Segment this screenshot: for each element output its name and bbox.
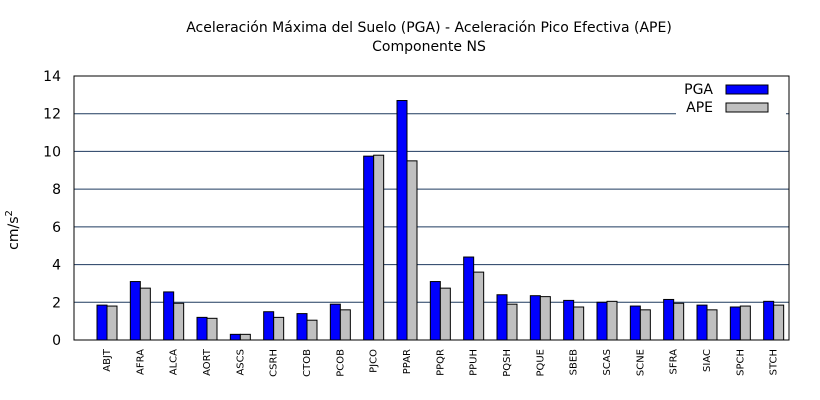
grid-lines [74,113,789,303]
x-tick-label: SCNE [635,349,646,376]
y-tick-labels: 0 2 4 6 8 10 12 14 [43,69,61,349]
x-tick-label: SIAC [702,349,713,372]
bar-ape-sbeb [573,306,585,341]
bar-pga-ppqr [429,281,441,341]
bar-pga-alca [163,291,175,341]
bar-ape-sfra [673,302,685,341]
bar-ape-siac [706,309,718,341]
y-axis-label-unit: cm/s [6,217,22,250]
y-tick-label: 6 [52,220,61,236]
bar-pga-csrh [263,311,275,341]
bar-pga-ppar [396,100,408,341]
bar-ape-afra [139,287,151,341]
chart-title: Aceleración Máxima del Suelo (PGA) - Ace… [186,20,672,36]
bar-pga-ctob [296,313,308,341]
y-tick-label: 4 [52,258,61,274]
bar-ape-abjt [106,305,118,341]
bar-pga-sbeb [563,299,575,341]
x-tick-label: SPCH [735,349,746,376]
bar-ape-ppqr [439,287,451,341]
bar-pga-abjt [96,304,108,341]
chart-subtitle: Componente NS [372,39,486,55]
bar-ape-pqsh [506,303,518,341]
y-tick-label: 14 [43,69,61,85]
x-tick-label: ALCA [169,349,180,375]
bar-ape-spch [739,305,751,341]
x-tick-label: AORT [202,348,213,376]
bar-ape-csrh [273,316,285,341]
x-tick-label: ABJT [102,348,113,372]
bar-ape-ppar [406,160,418,341]
x-tick-label: SBEB [569,349,580,376]
bar-pga-ascs [229,333,241,341]
bar-ape-pjco [373,154,385,341]
y-tick-label: 0 [52,333,61,349]
x-tick-label: SCAS [602,349,613,376]
x-tick-label: PPQR [435,349,446,376]
x-tick-label: CSRH [269,349,280,377]
bar-pga-siac [696,304,708,341]
bar-pga-ppuh [463,256,475,341]
bar-pga-sfra [663,298,675,341]
bar-ape-scne [639,309,651,341]
bar-pga-pque [529,295,541,341]
y-tick-label: 10 [43,144,61,160]
bar-ape-ascs [239,333,251,341]
plot-frame [73,75,790,341]
bar-pga-spch [729,306,741,341]
bar-pga-aort [196,316,208,341]
x-tick-label: PJCO [369,349,380,373]
legend-swatch-pga [725,84,769,95]
bar-ape-ppuh [473,271,485,341]
bar-pga-stch [763,300,775,341]
legend-label-pga: PGA [684,82,713,98]
x-tick-label: PQSH [502,349,513,377]
bar-ape-pque [539,296,551,341]
bar-pga-pcob [329,303,341,341]
y-tick-label: 2 [52,295,61,311]
x-tick-label: PQUE [535,349,546,377]
bar-ape-stch [773,304,785,341]
x-tick-label: PPUH [469,349,480,376]
x-tick-label: PPAR [402,349,413,374]
legend: PGA APE [676,78,786,116]
bar-ape-pcob [339,309,351,341]
y-axis-label: cm/s2 [4,210,22,250]
x-tick-label: ASCS [235,349,246,376]
bar-ape-aort [206,317,218,341]
bar-pga-pqsh [496,294,508,341]
bars [96,100,785,341]
y-tick-label: 12 [43,107,61,123]
bar-pga-pjco [363,155,375,341]
bar-pga-afra [129,281,141,341]
bar-pga-scas [596,301,608,341]
y-axis-label-exponent: 2 [4,210,15,216]
x-tick-label: CTOB [302,349,313,377]
bar-pga-scne [629,305,641,341]
y-tick-label: 8 [52,182,61,198]
bar-ape-ctob [306,319,318,341]
x-tick-label: STCH [769,349,780,375]
bar-ape-alca [173,302,185,341]
legend-label-ape: APE [686,100,713,116]
x-tick-labels: ABJT AFRA ALCA AORT ASCS CSRH CTOB PCOB PJCO PPAR… [102,348,780,377]
x-tick-label: SFRA [669,349,680,375]
x-tick-label: PCOB [335,349,346,377]
legend-swatch-ape [725,102,769,113]
bar-ape-scas [606,300,618,341]
x-tick-label: AFRA [135,349,146,375]
